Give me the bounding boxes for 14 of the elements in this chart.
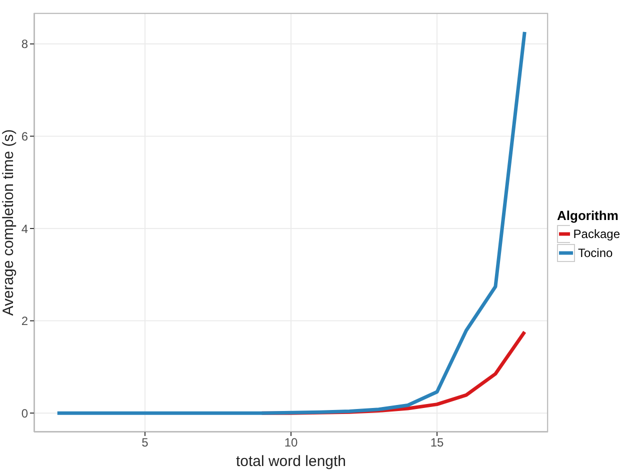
y-axis-title: Average completion time (s) (0, 129, 17, 316)
y-tick-label: 0 (21, 406, 28, 420)
y-tick-label: 8 (21, 37, 28, 52)
y-tick-label: 2 (21, 314, 28, 328)
legend-label: Tocino (578, 246, 613, 260)
legend-label: Package (573, 227, 620, 241)
y-tick-label: 4 (21, 222, 28, 236)
x-tick-label: 10 (284, 436, 298, 450)
legend-title: Algorithm (557, 208, 620, 222)
x-tick-label: 5 (142, 436, 149, 450)
line-series (56, 30, 526, 415)
x-tick-label: 15 (430, 436, 444, 450)
y-tick-label: 6 (21, 129, 28, 144)
x-axis-title: total word length (236, 453, 346, 470)
